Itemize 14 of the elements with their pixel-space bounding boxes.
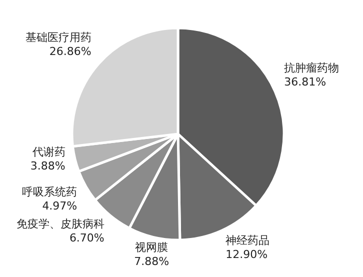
data-label: 7.88%	[134, 254, 170, 268]
slice-label: 呼吸系统药	[22, 185, 78, 198]
slice-label: 代谢药	[31, 145, 66, 158]
data-label: 6.70%	[69, 232, 104, 245]
data-label: 36.81%	[284, 75, 326, 88]
slice-label: 免疫学、皮肤病科	[16, 218, 104, 231]
data-label: 12.90%	[226, 248, 268, 261]
data-label: 3.88%	[30, 159, 66, 172]
data-label: 26.86%	[49, 44, 92, 58]
slice-label: 抗肿瘤药物	[284, 61, 340, 74]
slice-label: 视网膜	[135, 240, 168, 254]
data-label: 4.97%	[42, 199, 78, 212]
slice-label: 基础医疗用药	[25, 30, 92, 44]
slice-label: 神经药品	[226, 234, 270, 247]
